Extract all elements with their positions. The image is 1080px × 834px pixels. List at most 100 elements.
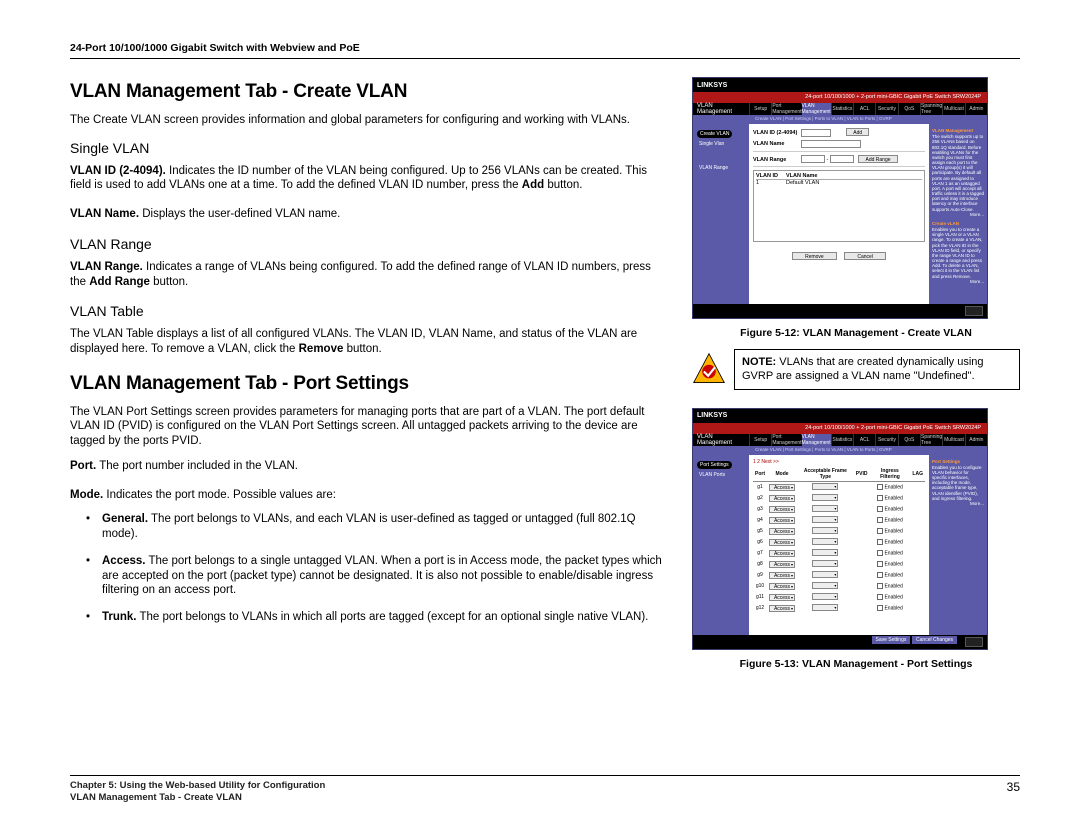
mode-select[interactable]: Access bbox=[769, 506, 795, 513]
ingress-checkbox[interactable] bbox=[877, 528, 883, 534]
ingress-checkbox[interactable] bbox=[877, 484, 883, 490]
frametype-select[interactable] bbox=[812, 483, 838, 490]
input-vlanid[interactable] bbox=[801, 129, 831, 137]
more-link[interactable]: More... bbox=[970, 212, 984, 217]
nav-tab-security[interactable]: Security bbox=[875, 103, 897, 115]
nav-tab-spanning-tree[interactable]: Spanning Tree bbox=[920, 434, 942, 446]
device-title-bar: 24-port 10/100/1000 + 2-port mini-GBIC G… bbox=[693, 92, 987, 103]
help-title-1: VLAN Management bbox=[932, 128, 984, 133]
frametype-select[interactable] bbox=[812, 494, 838, 501]
frametype-select[interactable] bbox=[812, 516, 838, 523]
save-settings-button[interactable]: Save Settings bbox=[872, 636, 911, 644]
para-vlan-table: The VLAN Table displays a list of all co… bbox=[70, 327, 670, 356]
frametype-select[interactable] bbox=[812, 571, 838, 578]
mode-select[interactable]: Access bbox=[769, 561, 795, 568]
frametype-select[interactable] bbox=[812, 582, 838, 589]
frametype-select[interactable] bbox=[812, 527, 838, 534]
port-th: LAG bbox=[910, 467, 925, 482]
port-row: g9Access Enabled bbox=[753, 570, 925, 581]
page-footer: Chapter 5: Using the Web-based Utility f… bbox=[70, 775, 1020, 804]
nav-tab-acl[interactable]: ACL bbox=[853, 434, 875, 446]
td-vlanid: 1 bbox=[756, 180, 786, 186]
nav-tab-multicast[interactable]: Multicast bbox=[942, 434, 964, 446]
ingress-checkbox[interactable] bbox=[877, 605, 883, 611]
nav-tab-spanning-tree[interactable]: Spanning Tree bbox=[920, 103, 942, 115]
add-range-button[interactable]: Add Range bbox=[858, 155, 897, 163]
nav-tab-port-management[interactable]: Port Management bbox=[771, 103, 801, 115]
heading-create-vlan: VLAN Management Tab - Create VLAN bbox=[70, 81, 670, 103]
mode-select[interactable]: Access bbox=[769, 484, 795, 491]
input-range-from[interactable] bbox=[801, 155, 825, 163]
cancel-button[interactable]: Cancel bbox=[844, 252, 886, 260]
ingress-checkbox[interactable] bbox=[877, 506, 883, 512]
port-row: g10Access Enabled bbox=[753, 581, 925, 592]
ingress-checkbox[interactable] bbox=[877, 495, 883, 501]
mode-select[interactable]: Access bbox=[769, 572, 795, 579]
port-settings-table: PortModeAcceptable Frame TypePVIDIngress… bbox=[753, 467, 925, 614]
input-vlanname[interactable] bbox=[801, 140, 861, 148]
remove-button[interactable]: Remove bbox=[792, 252, 837, 260]
th-vlanname: VLAN Name bbox=[786, 173, 817, 179]
def-vlan-id: VLAN ID (2-4094). Indicates the ID numbe… bbox=[70, 164, 670, 193]
mode-select[interactable]: Access bbox=[769, 495, 795, 502]
bullet-trunk: Trunk. The port belongs to VLANs in whic… bbox=[102, 610, 670, 625]
ingress-checkbox[interactable] bbox=[877, 539, 883, 545]
ingress-checkbox[interactable] bbox=[877, 583, 883, 589]
bullet-general: General. The port belongs to VLANs, and … bbox=[102, 512, 670, 541]
frametype-select[interactable] bbox=[812, 560, 838, 567]
side-label-vlan-ports: VLAN Ports bbox=[699, 472, 743, 478]
ingress-checkbox[interactable] bbox=[877, 561, 883, 567]
ingress-checkbox[interactable] bbox=[877, 572, 883, 578]
ingress-checkbox[interactable] bbox=[877, 517, 883, 523]
nav-tab-setup[interactable]: Setup bbox=[749, 103, 771, 115]
side-label-range: VLAN Range bbox=[699, 165, 743, 171]
nav-tab-vlan-management[interactable]: VLAN Management bbox=[802, 103, 831, 115]
cancel-changes-button[interactable]: Cancel Changes bbox=[912, 636, 957, 644]
subhead-vlan-range: VLAN Range bbox=[70, 236, 670, 252]
mode-select[interactable]: Access bbox=[769, 550, 795, 557]
frametype-select[interactable] bbox=[812, 604, 838, 611]
nav-tab-setup[interactable]: Setup bbox=[749, 434, 771, 446]
nav-tab-port-management[interactable]: Port Management bbox=[771, 434, 801, 446]
nav-tab-statistics[interactable]: Statistics bbox=[831, 103, 853, 115]
nav-tab-admin[interactable]: Admin bbox=[965, 103, 987, 115]
mode-select[interactable]: Access bbox=[769, 605, 795, 612]
field-label-vlanname: VLAN Name bbox=[753, 141, 801, 147]
nav-tab-admin[interactable]: Admin bbox=[965, 434, 987, 446]
side-pill-create-vlan: Create VLAN bbox=[697, 130, 732, 138]
field-label-vlanid: VLAN ID (2-4094) bbox=[753, 130, 801, 136]
mode-select[interactable]: Access bbox=[769, 539, 795, 546]
def-mode: Mode. Indicates the port mode. Possible … bbox=[70, 488, 670, 503]
nav-tabs-2: VLAN Management SetupPort ManagementVLAN… bbox=[693, 434, 987, 446]
nav-section-label-2: VLAN Management bbox=[693, 434, 749, 446]
mode-select[interactable]: Access bbox=[769, 594, 795, 601]
def-vlan-name: VLAN Name. Displays the user-defined VLA… bbox=[70, 207, 670, 222]
main-text-column: VLAN Management Tab - Create VLAN The Cr… bbox=[70, 77, 670, 680]
more-link-2[interactable]: More... bbox=[970, 279, 984, 284]
add-button[interactable]: Add bbox=[846, 128, 869, 136]
nav-tab-multicast[interactable]: Multicast bbox=[942, 103, 964, 115]
td-vlanname: Default VLAN bbox=[786, 180, 819, 186]
nav-tab-statistics[interactable]: Statistics bbox=[831, 434, 853, 446]
input-range-to[interactable] bbox=[830, 155, 854, 163]
mode-select[interactable]: Access bbox=[769, 583, 795, 590]
help-panel-2: Port Settings Enables you to configure V… bbox=[929, 455, 987, 635]
side-labels-2: Port Settings VLAN Ports bbox=[693, 455, 749, 635]
mode-select[interactable]: Access bbox=[769, 528, 795, 535]
mode-select[interactable]: Access bbox=[769, 517, 795, 524]
more-link-3[interactable]: More... bbox=[970, 501, 984, 506]
port-row: g5Access Enabled bbox=[753, 526, 925, 537]
pager-line[interactable]: 1 2 Next >> bbox=[753, 459, 925, 465]
frametype-select[interactable] bbox=[812, 593, 838, 600]
nav-tab-vlan-management[interactable]: VLAN Management bbox=[802, 434, 831, 446]
device-title-bar-2: 24-port 10/100/1000 + 2-port mini-GBIC G… bbox=[693, 423, 987, 434]
frametype-select[interactable] bbox=[812, 538, 838, 545]
nav-tab-qos[interactable]: QoS bbox=[898, 434, 920, 446]
ingress-checkbox[interactable] bbox=[877, 594, 883, 600]
nav-tab-qos[interactable]: QoS bbox=[898, 103, 920, 115]
nav-tab-acl[interactable]: ACL bbox=[853, 103, 875, 115]
frametype-select[interactable] bbox=[812, 505, 838, 512]
nav-tab-security[interactable]: Security bbox=[875, 434, 897, 446]
ingress-checkbox[interactable] bbox=[877, 550, 883, 556]
frametype-select[interactable] bbox=[812, 549, 838, 556]
